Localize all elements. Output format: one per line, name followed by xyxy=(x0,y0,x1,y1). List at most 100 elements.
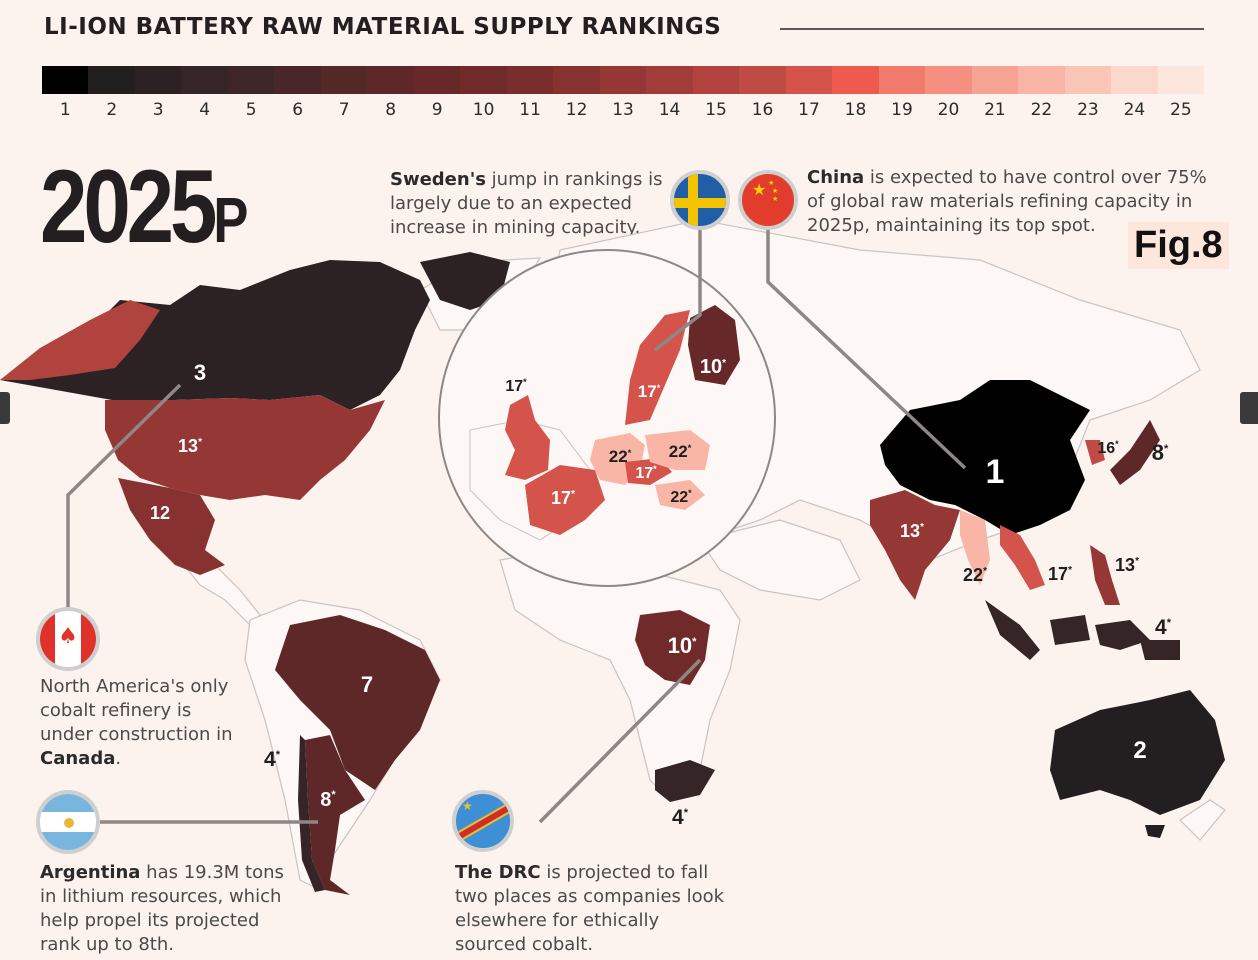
south-africa-rank-label: 4* xyxy=(672,806,689,829)
vietnam-rank-label: 17* xyxy=(1048,564,1072,584)
scale-swatch xyxy=(320,66,368,94)
drc-rank-label: 10* xyxy=(668,633,697,658)
scale-label: 24 xyxy=(1123,100,1146,120)
previous-arrow-icon[interactable] xyxy=(0,392,10,424)
scale-swatch xyxy=(274,66,321,94)
scale-swatch xyxy=(506,66,554,94)
scale-label: 23 xyxy=(1077,100,1099,120)
sweden-note: Sweden's jump in rankings is largely due… xyxy=(390,169,663,238)
scale-label: 4 xyxy=(199,100,211,120)
argentina-note: Argentina has 19.3M tons in lithium reso… xyxy=(40,862,284,955)
indonesia-shape xyxy=(985,600,1180,660)
scale-swatch xyxy=(785,66,833,94)
scale-label: 22 xyxy=(1030,100,1053,120)
scale-label: 3 xyxy=(152,100,164,120)
page-title: LI-ION BATTERY RAW MATERIAL SUPPLY RANKI… xyxy=(44,14,722,40)
scale-swatch xyxy=(88,66,135,94)
vietnam-shape xyxy=(1000,525,1045,590)
scale-label: 25 xyxy=(1170,100,1192,120)
scale-label: 10 xyxy=(472,100,495,120)
scale-swatch xyxy=(553,66,600,94)
philippines-shape xyxy=(1090,545,1120,605)
australia-rank-label: 2 xyxy=(1133,737,1146,764)
new-zealand-shape xyxy=(1179,799,1226,841)
middle-east-bg xyxy=(699,519,861,601)
brazil-shape xyxy=(275,615,440,790)
alaska-shape xyxy=(0,300,160,380)
scale-swatch xyxy=(1157,66,1205,94)
china-shape xyxy=(880,380,1090,535)
finland-rank-label: 10* xyxy=(700,356,726,378)
brazil-rank-label: 7 xyxy=(361,672,373,697)
poland-rank-label: 22* xyxy=(669,442,692,461)
scale-label: 7 xyxy=(338,100,350,120)
myanmar-rank-label: 22* xyxy=(963,565,987,585)
scale-label: 15 xyxy=(705,100,727,120)
australia-shape xyxy=(1050,690,1225,815)
france-rank-label: 17* xyxy=(551,488,575,508)
scale-swatch xyxy=(925,66,972,94)
scale-label: 20 xyxy=(937,100,960,120)
indonesia-rank-label: 4* xyxy=(1155,616,1172,639)
china-leader-line xyxy=(766,228,967,470)
scale-label: 2 xyxy=(106,100,118,120)
uk-shape xyxy=(505,395,550,480)
france-shape xyxy=(525,465,605,535)
africa-bg xyxy=(499,549,741,801)
myanmar-shape xyxy=(960,510,990,585)
mexico-rank-label: 12 xyxy=(150,503,170,523)
scale-swatch xyxy=(832,66,879,94)
scale-swatch xyxy=(1064,66,1112,94)
canada-arctic-shape xyxy=(420,252,510,310)
scale-label: 21 xyxy=(984,100,1006,120)
korea-shape xyxy=(1085,440,1105,465)
scale-label: 13 xyxy=(612,100,634,120)
scale-label: 5 xyxy=(245,100,257,120)
usa-shape xyxy=(105,395,385,500)
next-arrow-icon[interactable] xyxy=(1240,392,1258,424)
scale-swatch xyxy=(134,66,182,94)
scale-swatch xyxy=(1111,66,1158,94)
hungary-rank-label: 22* xyxy=(670,488,692,506)
scale-label: 1 xyxy=(59,100,71,120)
argentina-flag-icon xyxy=(36,790,100,854)
china-note: China is expected to have control over 7… xyxy=(807,167,1207,236)
title-divider xyxy=(780,28,1204,30)
canada-shape xyxy=(0,260,430,410)
canada-leader-line xyxy=(66,383,182,608)
figure-label: Fig.8 xyxy=(1128,222,1229,269)
scale-swatch xyxy=(413,66,461,94)
scale-swatch xyxy=(181,66,228,94)
scale-label: 12 xyxy=(565,100,588,120)
india-rank-label: 13* xyxy=(900,521,924,541)
chile-shape xyxy=(298,735,325,892)
hungary-shape xyxy=(655,480,705,510)
scale-swatch xyxy=(692,66,740,94)
argentina-shape xyxy=(305,735,365,895)
europe-inset xyxy=(438,249,776,587)
scale-swatch xyxy=(971,66,1019,94)
canada-rank-label: 3 xyxy=(194,360,206,385)
sweden-leader-line xyxy=(653,228,702,352)
sweden-shape xyxy=(625,310,690,425)
scale-swatch xyxy=(460,66,507,94)
scale-swatch xyxy=(739,66,786,94)
rank-color-scale xyxy=(42,66,1205,94)
scale-swatch xyxy=(367,66,414,94)
czech-rank-label: 17* xyxy=(635,464,657,482)
china-rank-label: 1 xyxy=(986,453,1005,491)
south-africa-shape xyxy=(655,760,715,802)
drc-shape xyxy=(635,610,710,685)
drc-flag-icon: ★ xyxy=(452,790,514,852)
finland-shape xyxy=(688,305,740,385)
argentina-rank-label: 8* xyxy=(320,789,336,811)
sweden-rank-label: 17* xyxy=(638,382,661,401)
chile-rank-label: 4* xyxy=(264,748,281,771)
scale-swatch xyxy=(599,66,647,94)
scale-label: 18 xyxy=(844,100,867,120)
philippines-rank-label: 13* xyxy=(1115,555,1139,575)
sweden-flag-icon xyxy=(670,170,730,230)
india-shape xyxy=(870,490,960,600)
tasmania-shape xyxy=(1145,825,1165,838)
scale-label: 9 xyxy=(431,100,443,120)
